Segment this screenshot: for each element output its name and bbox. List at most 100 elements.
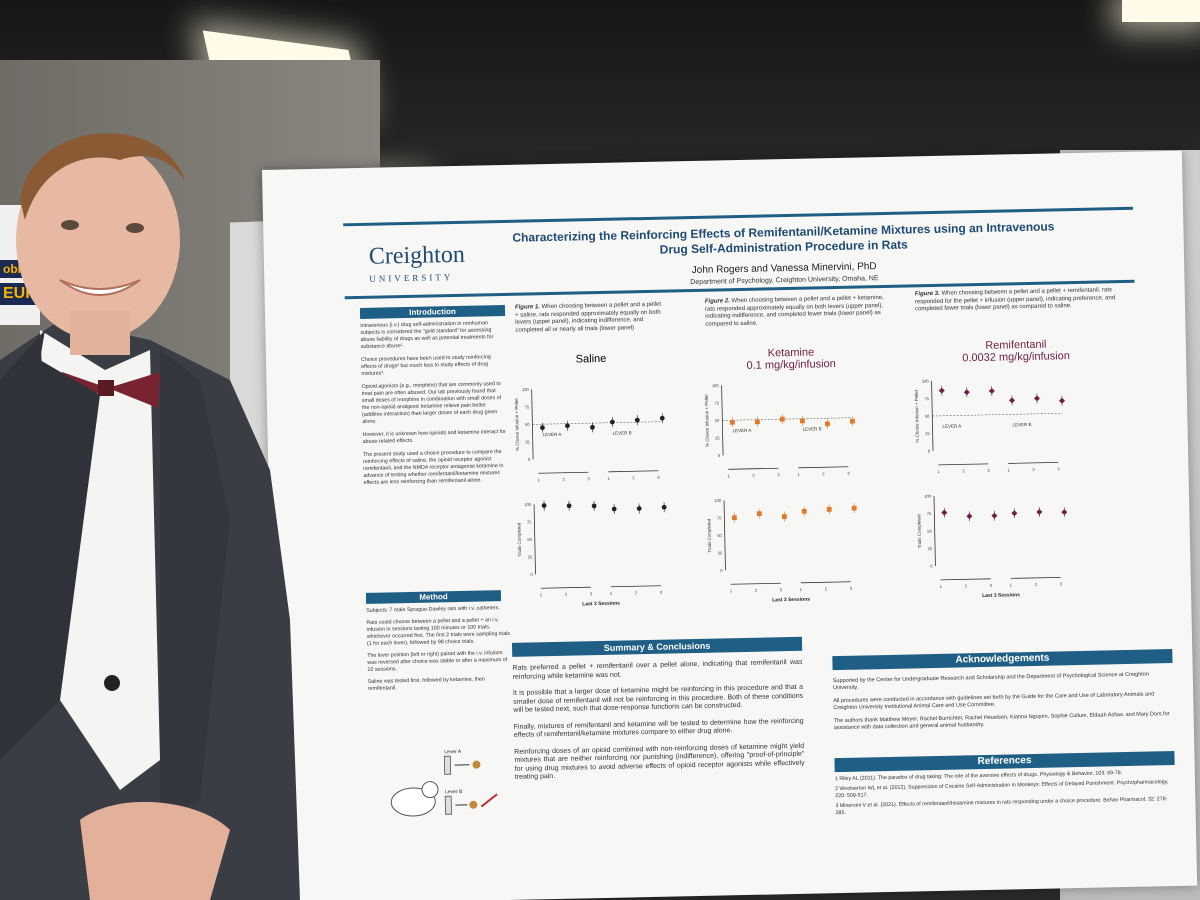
y-axis [533,504,536,575]
x-tick-label: 3 [590,591,593,596]
data-point [1008,397,1015,404]
x-axis-a [938,463,989,466]
y-tick-label: 0 [928,449,931,454]
data-point [851,505,857,511]
x-tick-label: 2 [1035,582,1038,587]
data-point [636,506,642,511]
y-tick-label: 25 [925,431,930,436]
data-point [661,504,667,510]
data-point [824,421,830,427]
y-tick-label: 75 [927,511,932,516]
data-point [779,416,785,422]
x-tick-label: 1 [1010,582,1013,587]
y-tick-label: 100 [924,494,932,499]
data-point [1036,508,1043,515]
y-tick-label: 25 [718,550,723,555]
x-tick-label: 1 [940,584,943,589]
x-tick-label: 2 [1032,467,1035,472]
x-tick-label: 1 [540,592,543,597]
data-point [963,389,970,396]
x-axis-label: Last 3 Sessions [982,592,1020,599]
x-tick-label: 1 [727,473,730,478]
x-tick-label: 1 [537,477,540,482]
ack-paragraph: The authors thank Matthew Meyer, Rachel … [833,711,1170,732]
indifference-line [932,413,1063,417]
data-point [781,514,787,520]
y-tick-label: 0 [720,568,723,573]
y-tick-label: 75 [525,404,530,409]
x-tick-label: 3 [1060,581,1063,586]
x-axis-label: Last 3 Sessions [582,601,620,608]
x-tick-label: 2 [562,477,565,482]
data-point [731,515,737,521]
x-tick-label: 2 [565,592,568,597]
y-axis-label: Trials Completed [706,518,712,552]
data-point [754,419,760,425]
reference-item: 3 Minervini V et al. (2021). Effects of … [835,796,1168,817]
lever-b-label: Lever B [445,789,463,795]
data-point [941,509,948,516]
x-tick-label: 2 [632,475,635,480]
chart-panel: 1 1 2 2 3 3 100 75 50 25 0 % Choice Infusion + Pell… [914,379,1066,474]
x-tick-label: 3 [660,590,663,595]
syringe-icon [480,793,498,808]
y-tick-label: 0 [528,457,531,462]
data-point [659,415,665,421]
x-tick-label: 1 [797,472,800,477]
x-tick-label: 2 [752,473,755,478]
y-tick-label: 25 [928,546,933,551]
x-axis-a [540,586,591,589]
x-tick-label: 2 [822,471,825,476]
x-tick-label: 1 [937,469,940,474]
data-point [801,508,807,514]
y-tick-label: 25 [715,435,720,440]
y-tick-label: 50 [717,533,722,538]
x-tick-label: 2 [965,583,968,588]
y-tick-label: 50 [527,537,532,542]
y-axis [723,500,726,571]
ceiling-light-right [1122,0,1200,22]
y-tick-label: 50 [925,414,930,419]
x-tick-label: 3 [657,475,660,480]
y-tick-label: 50 [927,529,932,534]
y-tick-label: 25 [525,439,530,444]
x-axis-b [798,466,849,469]
data-point [1033,395,1040,402]
x-tick-label: 1 [610,591,613,596]
lever-b-label: LEVER B [802,426,821,431]
data-point [756,511,762,517]
x-tick-label: 3 [850,586,853,591]
y-tick-label: 100 [922,379,930,384]
acknowledgements-text: Supported by the Center for Undergraduat… [833,671,1174,738]
x-tick-label: 2 [962,468,965,473]
lever-a-shape [443,755,452,775]
chart-panel: 1 1 2 2 3 3 100 75 50 25 0 Trials Completed Last 3 S… [706,498,857,604]
x-axis-a [538,471,589,474]
y-axis-label: Trials Completed [516,522,522,556]
lever-b-label: LEVER B [1012,422,1031,427]
x-tick-label: 3 [1057,466,1060,471]
x-tick-label: 3 [587,476,590,481]
y-tick-label: 75 [527,519,532,524]
pellet-a [472,760,481,769]
y-tick-label: 75 [714,400,719,405]
x-tick-label: 1 [800,587,803,592]
y-axis-label: % Choice Infusion + Pellet [514,398,520,451]
x-axis-b [1008,461,1059,464]
x-axis-a [730,582,781,585]
y-tick-label: 0 [530,572,533,577]
x-tick-label: 1 [607,476,610,481]
data-point [938,387,945,394]
x-axis-b [608,470,659,473]
ack-paragraph: All procedures were conducted in accorda… [833,691,1155,712]
indifference-line [722,417,853,421]
x-tick-label: 3 [777,472,780,477]
x-tick-label: 3 [780,587,783,592]
x-tick-label: 1 [1007,467,1010,472]
data-point [988,387,995,394]
x-axis-label: Last 3 Sessions [772,597,810,604]
y-axis-label: Trials Completed [916,514,922,548]
summary-paragraph: It is possible that a larger dose of ket… [512,683,804,714]
research-poster: Creighton UNIVERSITY Characterizing the … [262,150,1198,900]
